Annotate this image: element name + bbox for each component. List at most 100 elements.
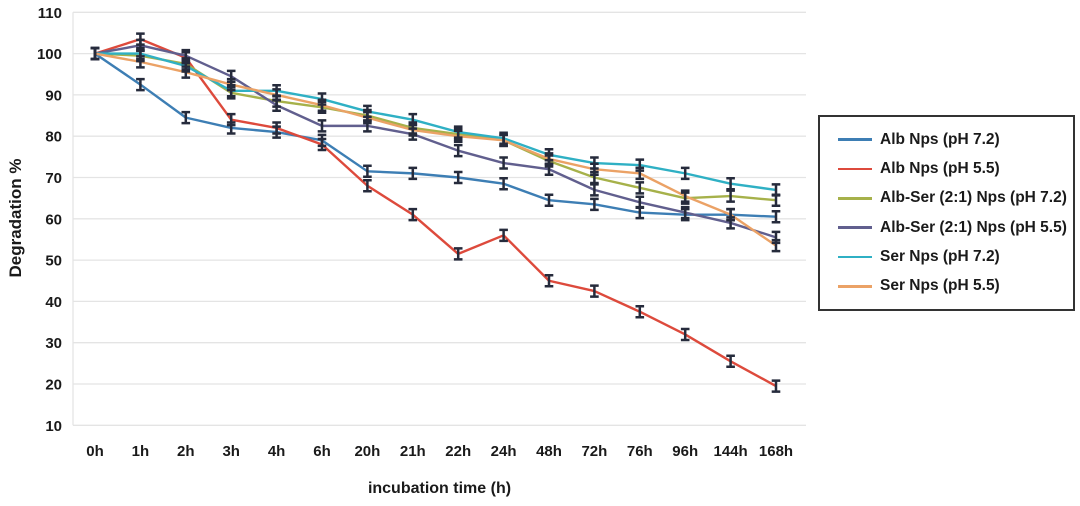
error-bar [408, 166, 418, 181]
error-bar [635, 166, 645, 181]
error-bar [544, 274, 554, 288]
series-line-1 [94, 37, 777, 388]
y-tick-label: 90 [45, 87, 62, 104]
legend-item-label: Ser Nps (pH 5.5) [880, 277, 1000, 295]
x-tick-label: 6h [313, 443, 331, 460]
error-bar [635, 304, 645, 319]
error-bar [317, 98, 327, 112]
x-tick-label: 4h [268, 443, 286, 460]
y-tick-label: 40 [45, 294, 62, 311]
x-tick-label: 24h [491, 443, 517, 460]
error-bar [90, 46, 100, 61]
y-tick-label: 30 [45, 335, 62, 352]
series-line-3 [94, 44, 777, 239]
error-bar [317, 119, 327, 133]
series-line-0 [94, 52, 777, 218]
y-tick-label: 110 [38, 5, 62, 22]
error-bar [590, 284, 599, 298]
legend-item: Ser Nps (pH 7.2) [838, 248, 1073, 266]
error-bar [726, 189, 735, 203]
error-bar [499, 228, 508, 243]
error-bar [453, 143, 463, 158]
x-tick-label: 22h [445, 443, 471, 460]
error-bar [771, 209, 781, 224]
error-bar [317, 137, 327, 152]
error-bar [680, 166, 690, 181]
x-tick-label: 48h [536, 443, 562, 460]
error-bar [726, 207, 735, 222]
error-bar [680, 205, 690, 220]
error-bar [272, 121, 281, 135]
error-bar [635, 181, 645, 195]
error-bar [136, 77, 145, 92]
legend-item-label: Alb-Ser (2:1) Nps (pH 5.5) [880, 218, 1067, 236]
error-bar [136, 55, 145, 69]
legend-item-label: Alb Nps (pH 5.5) [880, 159, 1000, 177]
legend: Alb Nps (pH 7.2) Alb Nps (pH 5.5) Alb-Se… [818, 115, 1075, 311]
legend-item-label: Alb Nps (pH 7.2) [880, 130, 1000, 148]
error-bar [453, 129, 463, 143]
x-tick-label: 2h [177, 443, 195, 460]
legend-line-sample [838, 167, 872, 171]
legend-line-sample [838, 285, 872, 288]
legend-item: Ser Nps (pH 5.5) [838, 277, 1073, 295]
error-bar [453, 247, 463, 261]
x-tick-label: 168h [759, 443, 793, 460]
error-bar [726, 354, 735, 369]
y-tick-label: 60 [45, 211, 62, 228]
error-bar [771, 238, 781, 253]
error-bar [363, 164, 372, 179]
error-bar [544, 152, 554, 166]
x-tick-label: 72h [581, 443, 607, 460]
error-bar [771, 379, 781, 393]
x-tick-label: 96h [672, 443, 698, 460]
y-tick-label: 100 [37, 46, 62, 63]
error-bar [181, 110, 191, 125]
error-bar [363, 110, 372, 125]
error-bar [499, 176, 508, 191]
y-tick-label: 80 [45, 129, 62, 146]
y-tick-label: 50 [45, 253, 62, 270]
error-bar [272, 88, 281, 102]
error-bar [363, 179, 372, 193]
legend-item: Alb-Ser (2:1) Nps (pH 5.5) [838, 219, 1073, 237]
error-bar [726, 176, 735, 191]
x-tick-label: 144h [713, 443, 747, 460]
legend-line-sample [838, 226, 872, 229]
error-bar [680, 189, 690, 203]
error-bar [635, 195, 645, 210]
error-bar [590, 197, 599, 212]
y-tick-label: 10 [45, 418, 62, 435]
error-bar [771, 183, 781, 197]
x-tick-label: 3h [222, 443, 240, 460]
error-bar [181, 65, 191, 79]
y-tick-label: 70 [45, 170, 62, 187]
error-bar [408, 123, 418, 137]
legend-line-sample [838, 255, 872, 259]
legend-item-label: Ser Nps (pH 7.2) [880, 247, 1000, 265]
series-line-5 [94, 52, 777, 247]
error-bar [226, 77, 236, 92]
x-tick-label: 1h [132, 443, 150, 460]
y-axis-title: Degradation % [6, 158, 25, 278]
error-bar [453, 170, 463, 185]
error-bar [680, 327, 690, 342]
legend-item: Alb-Ser (2:1) Nps (pH 7.2) [838, 189, 1073, 207]
error-bar [590, 162, 599, 176]
error-bar [499, 156, 508, 170]
x-tick-label: 20h [354, 443, 380, 460]
error-bar [408, 207, 418, 222]
error-bar [590, 183, 599, 197]
x-tick-label: 0h [86, 443, 104, 460]
legend-item-label: Alb-Ser (2:1) Nps (pH 7.2) [880, 189, 1067, 207]
error-bar [544, 193, 554, 207]
legend-item: Alb Nps (pH 7.2) [838, 131, 1073, 149]
error-bar [226, 112, 236, 127]
error-bar [499, 133, 508, 148]
y-tick-label: 20 [45, 377, 62, 394]
x-tick-label: 76h [627, 443, 653, 460]
x-axis-title: incubation time (h) [367, 480, 512, 497]
legend-line-sample [838, 197, 872, 200]
legend-item: Alb Nps (pH 5.5) [838, 160, 1073, 178]
